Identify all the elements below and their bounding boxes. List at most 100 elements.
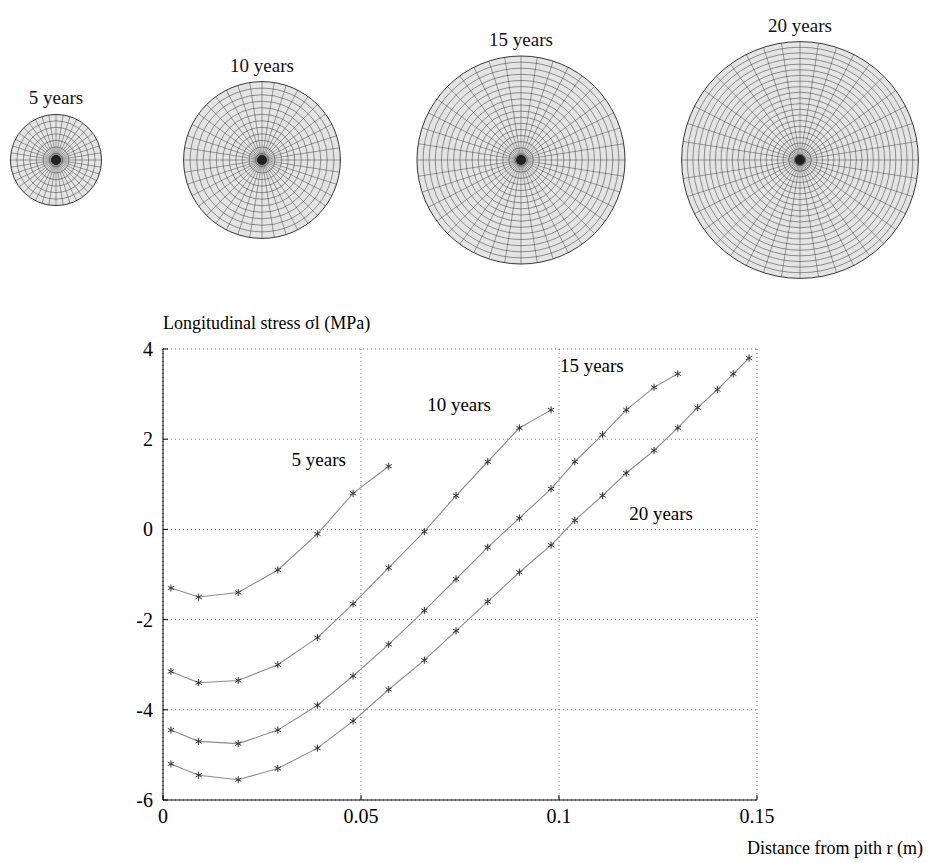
marker: [714, 386, 720, 393]
mesh-spoke: [730, 64, 800, 160]
tick-label: 4: [143, 338, 153, 360]
mesh-spoke: [489, 61, 521, 160]
mesh-spoke: [418, 160, 521, 176]
mesh-spoke: [683, 160, 800, 179]
mesh-spoke: [460, 76, 521, 160]
grid-line: [163, 619, 757, 620]
mesh-spoke: [521, 160, 614, 207]
mesh-spoke: [746, 160, 800, 265]
marker: [675, 424, 681, 431]
marker: [453, 575, 459, 582]
mesh-spoke: [521, 76, 582, 160]
mesh-spoke: [521, 99, 605, 160]
mesh-spoke: [262, 160, 308, 223]
mesh-spoke: [800, 160, 837, 273]
marker: [516, 515, 522, 522]
marker: [548, 485, 554, 492]
mesh-spoke: [42, 160, 56, 203]
mesh-spoke: [800, 123, 913, 160]
series: [168, 406, 554, 686]
marker: [314, 530, 320, 537]
marker: [694, 404, 700, 411]
tick-label: 0.15: [740, 805, 775, 827]
mesh-spoke: [800, 106, 905, 160]
mesh-spoke: [56, 119, 77, 160]
marker: [275, 726, 281, 733]
x-axis: [163, 800, 757, 801]
mesh-spoke: [521, 61, 553, 160]
mesh-spoke: [262, 160, 325, 206]
tick-label: 0.1: [547, 805, 572, 827]
cross-section: 5 years: [10, 87, 101, 205]
mesh-spoke: [704, 90, 800, 160]
tick: [559, 795, 560, 800]
mesh-spoke: [56, 160, 70, 203]
mesh-spoke: [56, 114, 57, 160]
tick-label: 0.05: [344, 805, 379, 827]
marker: [168, 760, 174, 767]
marker: [746, 354, 752, 361]
mesh-spoke: [56, 160, 99, 174]
mesh-spoke: [800, 43, 819, 160]
mesh-spoke: [262, 160, 317, 215]
mesh-spoke: [56, 160, 83, 197]
axes: -6-4-202400.050.10.15: [136, 338, 774, 827]
marker: [196, 679, 202, 686]
mesh-spoke: [15, 139, 56, 160]
mesh-spoke: [19, 133, 56, 160]
mesh-spoke: [800, 160, 801, 278]
mesh-spoke: [460, 160, 521, 244]
mesh-spoke: [42, 117, 56, 160]
series: [168, 463, 392, 601]
marker: [651, 384, 657, 391]
mesh-spoke: [184, 160, 262, 161]
marker: [516, 424, 522, 431]
series-label: 5 years: [292, 449, 346, 470]
mesh-spoke: [207, 160, 262, 215]
cross-section: 10 years: [184, 55, 341, 239]
marker: [623, 406, 629, 413]
marker: [314, 702, 320, 709]
mesh-spoke: [216, 97, 262, 160]
mesh-spoke: [35, 160, 56, 201]
grid-line: [163, 529, 757, 530]
mesh-spoke: [730, 160, 800, 256]
x-axis-title: Distance from pith r (m): [747, 838, 923, 859]
marker: [453, 492, 459, 499]
series-line: [171, 410, 551, 683]
tick: [163, 349, 168, 350]
mesh-spoke: [262, 114, 325, 160]
y-axis-title: Longitudinal stress σl (MPa): [163, 313, 370, 334]
mesh-spoke: [800, 160, 917, 179]
mesh-spoke: [13, 160, 56, 174]
marker: [350, 717, 356, 724]
mesh-spoke: [428, 113, 521, 160]
tick-label: 0: [143, 518, 153, 540]
series-line: [171, 374, 678, 744]
marker: [350, 600, 356, 607]
tick-label: -2: [136, 609, 153, 631]
disk: [682, 42, 919, 279]
marker: [235, 776, 241, 783]
marker: [275, 765, 281, 772]
marker: [516, 569, 522, 576]
mesh-spoke: [746, 55, 800, 160]
mesh-spoke: [262, 85, 286, 160]
mesh-spoke: [250, 83, 262, 160]
disk: [184, 82, 341, 239]
mesh-spoke: [262, 82, 263, 160]
marker: [350, 672, 356, 679]
mesh-spoke: [521, 57, 537, 160]
figure: 5 years10 years15 years20 years-6-4-2024…: [0, 0, 929, 863]
mesh-spoke: [447, 86, 521, 160]
marker: [548, 406, 554, 413]
marker: [235, 677, 241, 684]
mesh-spoke: [521, 160, 568, 253]
marker: [421, 528, 427, 535]
series: [168, 354, 752, 783]
mesh-spoke: [226, 160, 262, 230]
tick: [163, 619, 168, 620]
mesh-spoke: [505, 160, 521, 263]
mesh-spoke: [207, 105, 262, 160]
section-label: 10 years: [230, 55, 294, 76]
